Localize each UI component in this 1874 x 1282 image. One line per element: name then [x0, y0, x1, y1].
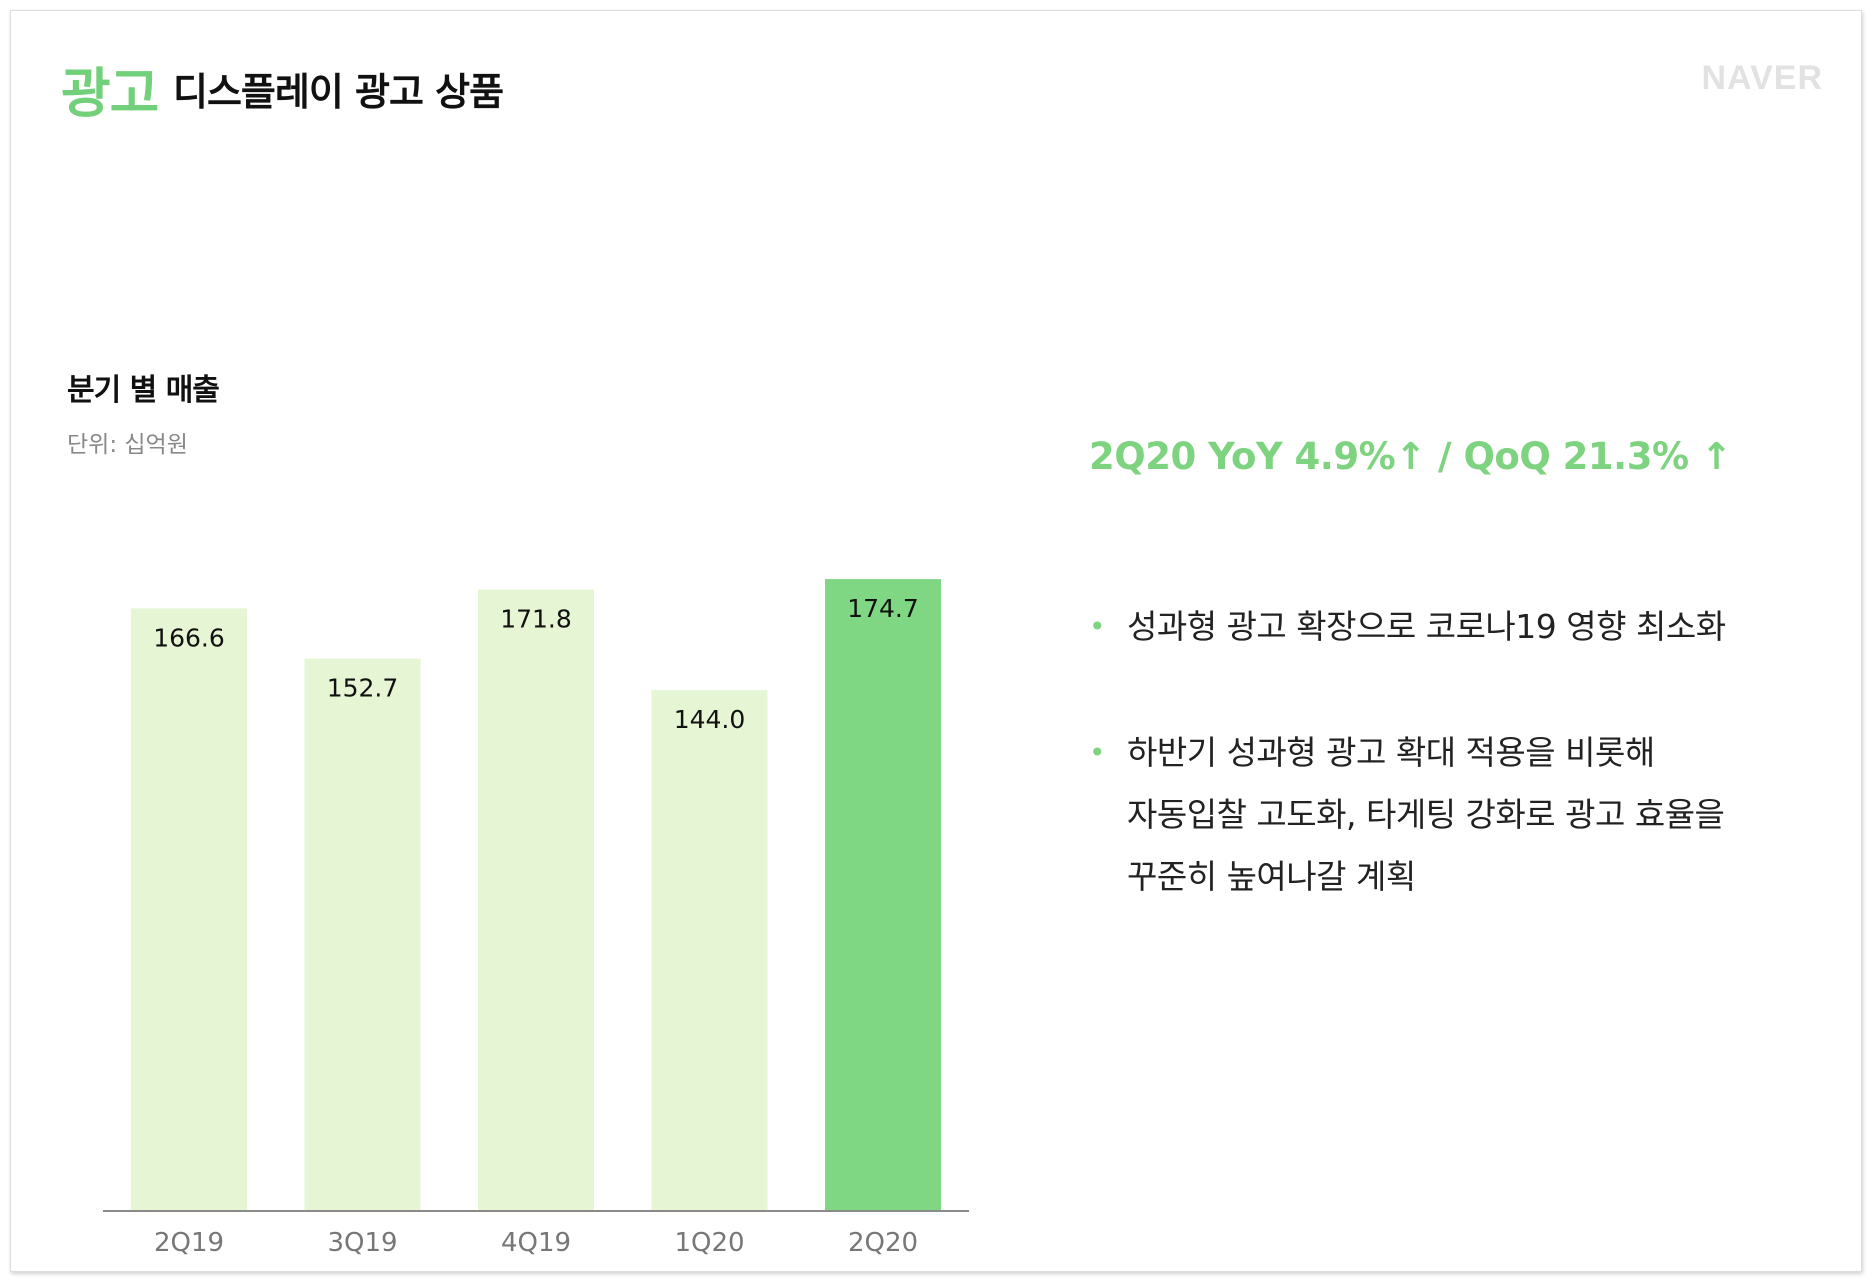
header-category: 광고: [61, 62, 159, 125]
bar-value-label: 171.8: [500, 605, 572, 634]
bullet-dot-icon: •: [1089, 610, 1106, 643]
bar-chart: 166.6 2Q19 152.7 3Q19 171.8 4Q19 144.0 1Q20 174.…: [103, 579, 969, 1258]
x-tick-label: 2Q20: [848, 1228, 918, 1258]
x-tick-label: 1Q20: [674, 1228, 744, 1258]
growth-headline: 2Q20 YoY 4.9%↑ / QoQ 21.3% ↑: [1089, 435, 1732, 478]
bar-value-label: 144.0: [674, 705, 746, 734]
bar-3q19: [304, 658, 421, 1211]
bar-1q20: [651, 690, 768, 1211]
chart-unit: 단위: 십억원: [67, 432, 188, 458]
summary-bullet: • 성과형 광고 확장으로 코로나19 영향 최소화: [1089, 596, 1809, 658]
x-tick-label: 3Q19: [327, 1228, 397, 1258]
bullet-dot-icon: •: [1089, 736, 1106, 769]
slide-frame: 광고 디스플레이 광고 상품 NAVER 분기 별 매출 단위: 십억원 166…: [10, 10, 1862, 1272]
summary-bullet: • 하반기 성과형 광고 확대 적용을 비롯해 자동입찰 고도화, 타게팅 강화…: [1089, 722, 1809, 908]
chart-title: 분기 별 매출: [67, 373, 220, 408]
x-tick-label: 2Q19: [154, 1228, 224, 1258]
bar-2q20: [825, 579, 941, 1211]
bar-2q19: [131, 608, 247, 1211]
x-tick-label: 4Q19: [501, 1228, 571, 1258]
summary-bullets: • 성과형 광고 확장으로 코로나19 영향 최소화 • 하반기 성과형 광고 …: [1089, 596, 1809, 972]
bar-value-label: 152.7: [327, 674, 399, 703]
bullet-line: 자동입찰 고도화, 타게팅 강화로 광고 효율을: [1127, 795, 1725, 834]
naver-logo: NAVER: [1701, 59, 1823, 97]
bar-value-label: 166.6: [153, 623, 225, 652]
bullet-line: 성과형 광고 확장으로 코로나19 영향 최소화: [1127, 607, 1726, 646]
bar-4q19: [478, 589, 594, 1211]
bullet-line: 하반기 성과형 광고 확대 적용을 비롯해: [1127, 733, 1655, 772]
bullet-line: 꾸준히 높여나갈 계획: [1127, 857, 1416, 896]
bar-value-label: 174.7: [847, 594, 919, 623]
page-title: 디스플레이 광고 상품: [173, 70, 504, 114]
